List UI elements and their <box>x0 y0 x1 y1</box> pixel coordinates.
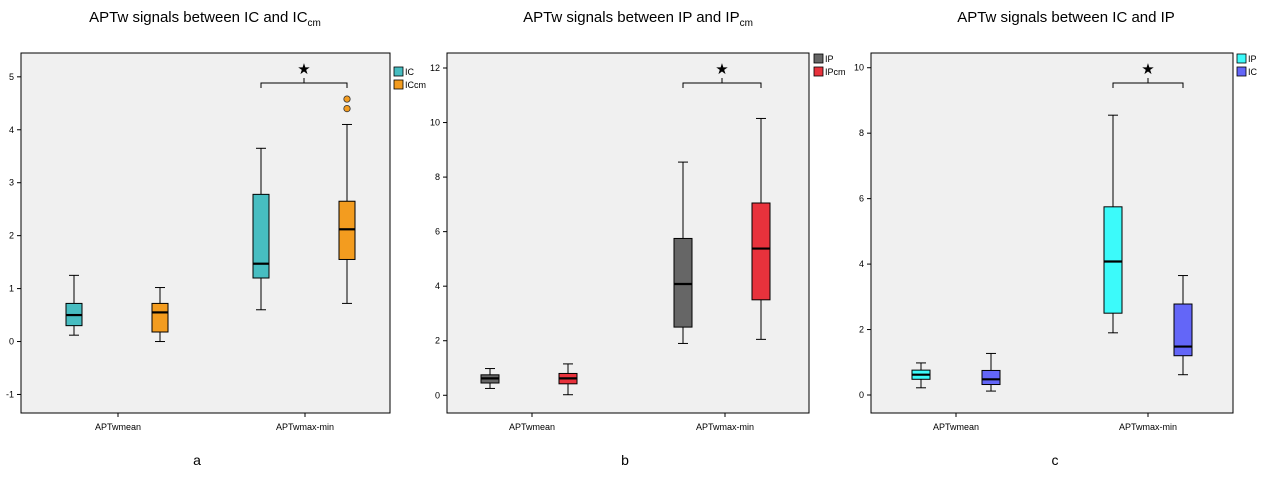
x-tick-label: APTwmax-min <box>696 422 754 432</box>
box-IP-APTwmax-min <box>1103 114 1123 334</box>
legend-swatch <box>393 66 404 77</box>
legend-label: IP <box>825 54 834 64</box>
box-iqr <box>1103 206 1123 314</box>
y-tick-label: 2 <box>9 231 14 241</box>
y-tick-label: 6 <box>435 227 440 237</box>
y-tick-label: 10 <box>430 118 440 128</box>
box-IP-APTwmean <box>480 368 500 389</box>
chart-title: APTw signals between IP and IPcm <box>523 9 753 29</box>
panel-a: APTw signals between IC and ICcm -1 0 1 2 3 4 5… <box>6 9 426 468</box>
y-tick-label: 5 <box>9 72 14 82</box>
y-tick-label: 3 <box>9 178 14 188</box>
box-IPcm-APTwmax-min <box>751 117 771 340</box>
legend-label: IC <box>1248 67 1258 77</box>
y-tick-label: 0 <box>9 337 14 347</box>
legend-label: ICcm <box>405 80 426 90</box>
y-tick-label: 2 <box>435 336 440 346</box>
chart-title: APTw signals between IC and ICcm <box>89 9 321 29</box>
y-tick-label: 4 <box>435 281 440 291</box>
box-IC-APTwmean <box>981 352 1001 392</box>
plot-area <box>446 52 810 414</box>
y-tick-label: -1 <box>6 389 14 399</box>
outlier-point <box>343 104 351 113</box>
panel-b: APTw signals between IP and IPcm 0 2 4 6 8 10 1… <box>430 9 846 468</box>
box-iqr <box>981 369 1001 386</box>
panel-label: b <box>621 452 629 468</box>
y-tick-label: 1 <box>9 284 14 294</box>
legend-swatch <box>1236 53 1247 64</box>
legend-swatch <box>393 79 404 90</box>
y-tick-label: 4 <box>859 259 864 269</box>
chart-title: APTw signals between IC and IP <box>957 9 1175 26</box>
legend-label: IC <box>405 67 415 77</box>
x-tick-label: APTwmean <box>933 422 979 432</box>
box-ICcm-APTwmean <box>151 287 169 343</box>
x-tick-label: APTwmean <box>509 422 555 432</box>
plot-area <box>20 52 391 414</box>
significance-star: ★ <box>297 60 310 78</box>
box-IPcm-APTwmean <box>558 363 578 396</box>
legend-label: IP <box>1248 54 1257 64</box>
x-tick-label: APTwmax-min <box>1119 422 1177 432</box>
y-tick-label: 0 <box>859 390 864 400</box>
significance-star: ★ <box>1141 60 1154 78</box>
plot-area <box>870 52 1234 414</box>
legend-swatch <box>813 66 824 77</box>
y-tick-label: 2 <box>859 325 864 335</box>
box-IP-APTwmax-min <box>673 161 693 344</box>
panel-label: a <box>193 452 201 468</box>
box-IP-APTwmean <box>911 362 931 389</box>
significance-star: ★ <box>715 60 728 78</box>
y-tick-label: 10 <box>854 63 864 73</box>
box-IC-APTwmax-min <box>1173 275 1193 376</box>
box-iqr <box>751 202 771 301</box>
legend-swatch <box>1236 66 1247 77</box>
box-IC-APTwmean <box>65 274 83 336</box>
legend: IP IPcm <box>813 53 846 77</box>
y-tick-label: 12 <box>430 63 440 73</box>
box-iqr <box>252 193 270 279</box>
legend-swatch <box>813 53 824 64</box>
y-tick-label: 0 <box>435 390 440 400</box>
legend: IC ICcm <box>393 66 426 90</box>
y-tick-label: 8 <box>435 172 440 182</box>
box-ICcm-APTwmax-min <box>338 95 356 304</box>
y-tick-label: 6 <box>859 194 864 204</box>
legend-label: IPcm <box>825 67 846 77</box>
x-tick-label: APTwmax-min <box>276 422 334 432</box>
y-tick-label: 8 <box>859 128 864 138</box>
outlier-point <box>343 95 351 103</box>
panel-label: c <box>1052 452 1059 468</box>
box-iqr <box>151 302 169 333</box>
panel-c: APTw signals between IC and IP 0 2 4 6 8 10 APT… <box>854 9 1258 468</box>
box-iqr <box>673 237 693 328</box>
legend: IP IC <box>1236 53 1258 77</box>
y-tick-label: 4 <box>9 125 14 135</box>
box-iqr <box>1173 303 1193 357</box>
box-IC-APTwmax-min <box>252 147 270 311</box>
x-tick-label: APTwmean <box>95 422 141 432</box>
